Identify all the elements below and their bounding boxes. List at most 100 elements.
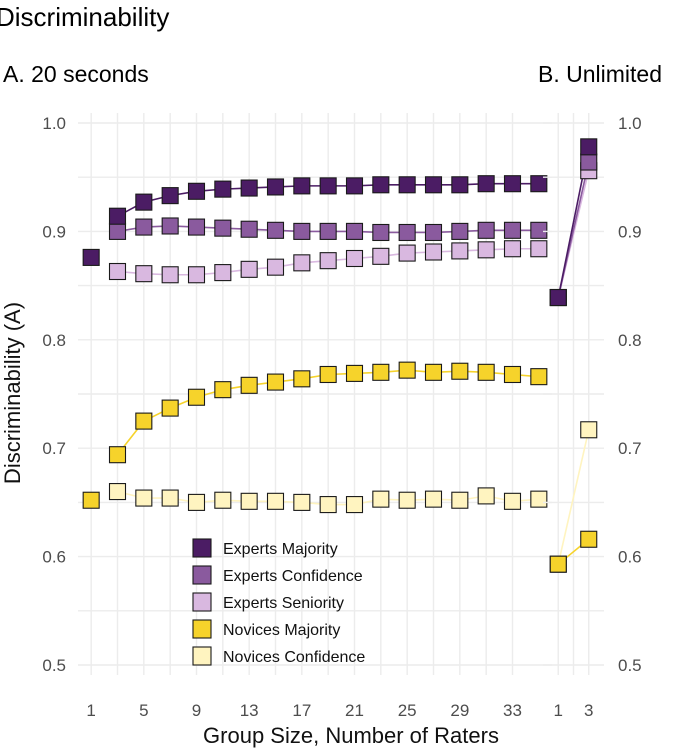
legend-label: Experts Confidence xyxy=(223,568,363,585)
data-point xyxy=(372,247,390,265)
data-point xyxy=(580,153,598,171)
data-point-single-rater xyxy=(82,491,100,509)
data-point xyxy=(214,381,232,399)
data-point xyxy=(530,221,548,239)
legend-label: Novices Confidence xyxy=(223,649,365,666)
legend-label: Novices Majority xyxy=(223,622,340,639)
data-point xyxy=(319,496,337,514)
x-tick-label: 29 xyxy=(450,701,469,720)
data-point xyxy=(293,177,311,195)
data-point xyxy=(293,222,311,240)
data-point xyxy=(240,492,258,510)
data-point xyxy=(135,412,153,430)
data-point xyxy=(530,240,548,258)
data-point xyxy=(266,178,285,196)
data-point xyxy=(424,176,443,194)
data-point xyxy=(372,490,390,508)
data-point xyxy=(503,175,522,193)
data-point xyxy=(161,187,179,205)
data-point xyxy=(266,221,285,239)
figure-title: Discriminability xyxy=(0,2,169,32)
data-point xyxy=(503,492,522,510)
y-tick-label: 0.7 xyxy=(618,439,642,458)
data-point xyxy=(108,483,127,501)
y-tick-label: 0.9 xyxy=(618,222,642,241)
data-point xyxy=(451,362,469,380)
data-point xyxy=(424,223,443,242)
data-point xyxy=(424,490,443,508)
y-tick-label: 0.5 xyxy=(618,656,642,675)
y-tick-label: 0.8 xyxy=(42,331,66,350)
data-point-single-rater xyxy=(82,248,100,266)
data-point xyxy=(372,223,390,242)
x-tick-label: 13 xyxy=(240,701,259,720)
data-point xyxy=(319,177,337,195)
data-point xyxy=(580,421,598,439)
data-point xyxy=(135,193,153,211)
data-point xyxy=(266,373,285,391)
data-point xyxy=(477,221,495,239)
legend-swatch xyxy=(192,565,212,585)
data-point xyxy=(345,222,364,240)
data-point xyxy=(345,364,364,382)
data-point xyxy=(580,530,598,548)
x-tick-label: 21 xyxy=(345,701,364,720)
y-tick-label: 0.9 xyxy=(42,222,66,241)
legend-swatch xyxy=(192,538,212,558)
data-point xyxy=(503,221,522,239)
data-point xyxy=(135,489,153,507)
panel-a-title: A. 20 seconds xyxy=(3,61,149,87)
data-point xyxy=(187,266,206,284)
data-point xyxy=(293,370,311,388)
data-point xyxy=(161,399,179,417)
data-point xyxy=(187,493,206,511)
y-tick-label: 0.6 xyxy=(42,548,66,567)
data-point xyxy=(424,243,443,261)
data-point xyxy=(549,288,567,307)
data-point xyxy=(108,446,127,464)
data-point xyxy=(398,244,416,262)
data-point xyxy=(187,182,206,200)
data-point xyxy=(398,361,416,379)
series-line xyxy=(557,429,590,565)
data-point xyxy=(293,493,311,511)
data-point xyxy=(477,487,495,505)
data-point xyxy=(398,491,416,509)
data-point xyxy=(530,175,548,193)
data-point xyxy=(451,242,469,260)
data-point xyxy=(135,218,153,236)
data-point xyxy=(319,252,337,270)
legend-swatch xyxy=(192,592,212,612)
data-point xyxy=(503,365,522,384)
data-point xyxy=(503,240,522,258)
data-point xyxy=(530,368,548,386)
data-point xyxy=(240,220,258,238)
y-tick-label: 1.0 xyxy=(42,114,66,133)
data-point xyxy=(477,241,495,259)
x-tick-label: 9 xyxy=(192,701,201,720)
data-point xyxy=(451,222,469,240)
data-point xyxy=(398,223,416,242)
data-point xyxy=(214,219,232,237)
data-point xyxy=(451,491,469,509)
data-point xyxy=(187,388,206,406)
x-tick-label: 3 xyxy=(584,701,593,720)
data-point xyxy=(161,489,179,507)
y-tick-label: 0.5 xyxy=(42,656,66,675)
data-point xyxy=(240,179,258,197)
y-axis-label: Discriminability (A) xyxy=(0,302,25,484)
data-point xyxy=(266,492,285,510)
data-point xyxy=(266,258,285,276)
x-tick-label: 1 xyxy=(554,701,563,720)
data-point xyxy=(372,176,390,194)
x-tick-label: 33 xyxy=(503,701,522,720)
data-point xyxy=(240,376,258,394)
x-tick-label: 1 xyxy=(86,701,95,720)
y-tick-label: 0.6 xyxy=(618,548,642,567)
data-point xyxy=(530,490,548,508)
legend-label: Experts Seniority xyxy=(223,595,344,612)
data-point xyxy=(345,496,364,514)
data-point xyxy=(108,222,127,240)
x-axis-label: Group Size, Number of Raters xyxy=(203,723,499,748)
